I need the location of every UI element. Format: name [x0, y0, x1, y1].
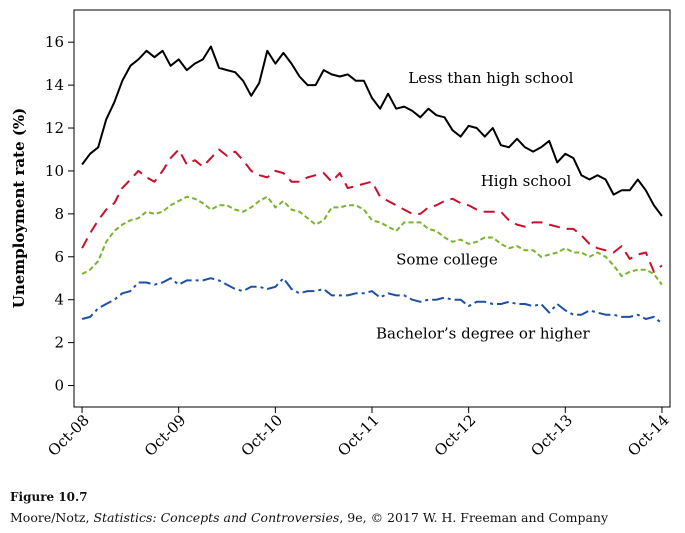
credit-prefix: Moore/Notz,	[10, 510, 94, 525]
plot-frame	[73, 9, 671, 408]
y-tick-label: 10	[45, 162, 64, 180]
x-tick-label: Oct-08	[44, 411, 93, 460]
series-lines	[81, 45, 663, 325]
series-line	[81, 277, 663, 325]
credit-suffix: , 9e, © 2017 W. H. Freeman and Company	[339, 510, 609, 525]
series-labels: Less than high school High school Some col…	[376, 69, 590, 342]
credit-title: Statistics: Concepts and Controversies	[93, 510, 340, 525]
y-tick-label: 12	[45, 119, 64, 137]
x-tick-label: Oct-13	[527, 411, 576, 460]
series-line	[81, 195, 663, 286]
y-tick-label: 6	[54, 248, 64, 266]
y-tick-label: 8	[54, 205, 64, 223]
x-tick-label: Oct-14	[624, 411, 673, 460]
series-label: High school	[481, 172, 572, 190]
series-label: Bachelor’s degree or higher	[376, 324, 590, 342]
y-axis-label: Unemployment rate (%)	[10, 108, 28, 309]
series-line	[81, 45, 663, 217]
x-tick-label: Oct-09	[141, 411, 190, 460]
y-tick-label: 2	[54, 334, 64, 352]
y-tick-label: 16	[45, 33, 64, 51]
figure-credit: Moore/Notz, Statistics: Concepts and Con…	[10, 510, 608, 525]
x-tick-label: Oct-11	[334, 411, 383, 460]
x-tick-label: Oct-10	[237, 411, 286, 460]
y-axis: 0 2 4 6 8 10 12 14 16	[45, 33, 74, 395]
x-axis: Oct-08 Oct-09 Oct-10 Oct-11 Oct-12 Oct-13 Oct-…	[44, 407, 673, 460]
series-label: Less than high school	[408, 69, 573, 87]
y-tick-label: 4	[54, 291, 64, 309]
x-tick-label: Oct-12	[431, 411, 480, 460]
y-tick-label: 14	[45, 76, 64, 94]
y-tick-label: 0	[54, 377, 64, 395]
series-label: Some college	[396, 250, 498, 268]
figure-label: Figure 10.7	[10, 490, 88, 504]
